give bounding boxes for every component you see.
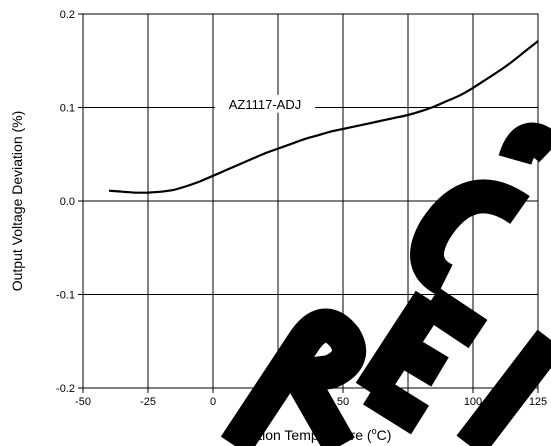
watermark-stroke-o <box>498 122 551 166</box>
watermark-stroke-r <box>220 308 366 446</box>
annotation-label: AZ1117-ADJ <box>229 97 302 112</box>
x-axis-unit-degree: o <box>372 426 377 436</box>
y-tick-label: 0.2 <box>60 9 75 21</box>
series-group <box>108 40 539 194</box>
y-tick-label: 0.0 <box>60 196 75 208</box>
watermark-stroke-m <box>456 329 551 446</box>
watermark-stroke-e <box>355 287 488 435</box>
x-tick-label: 50 <box>337 396 349 408</box>
x-axis-label-text: Junction Temperature <box>229 427 364 443</box>
watermark <box>220 122 551 446</box>
x-tick-label: -25 <box>140 396 156 408</box>
y-axis-label: Output Voltage Deviation (%) <box>9 111 25 292</box>
annotation-background <box>215 94 315 113</box>
x-axis-unit-open: ( <box>367 427 372 443</box>
annotations: AZ1117-ADJ <box>215 94 315 113</box>
watermark-stroke-c <box>410 179 530 296</box>
x-tick-label: 0 <box>210 396 216 408</box>
x-tick-label: 100 <box>464 396 482 408</box>
y-tick-label: 0.1 <box>60 103 75 115</box>
y-tick-label: -0.1 <box>56 290 75 302</box>
series-line <box>108 40 539 194</box>
x-tick-label: -50 <box>75 396 91 408</box>
x-axis-label: Junction Temperature (oC) <box>229 426 392 443</box>
y-tick-labels: -0.2 -0.1 0.0 0.1 0.2 <box>56 9 83 395</box>
x-tick-label: 125 <box>529 396 547 408</box>
y-tick-label: -0.2 <box>56 383 75 395</box>
x-axis-unit-close: C) <box>377 427 392 443</box>
